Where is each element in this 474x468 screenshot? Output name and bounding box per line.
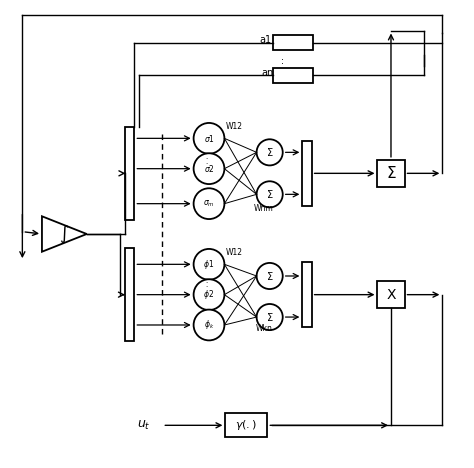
Bar bbox=[225, 413, 267, 438]
Bar bbox=[273, 35, 313, 50]
Circle shape bbox=[256, 263, 283, 289]
Bar bbox=[273, 68, 313, 83]
Circle shape bbox=[193, 188, 224, 219]
Text: W12: W12 bbox=[226, 248, 243, 257]
Text: .: . bbox=[281, 51, 284, 62]
Text: .: . bbox=[206, 159, 208, 165]
Text: .: . bbox=[281, 56, 284, 66]
Bar bbox=[302, 141, 312, 206]
Bar bbox=[302, 262, 312, 327]
Text: an: an bbox=[261, 68, 273, 78]
Text: .: . bbox=[206, 278, 208, 284]
Text: Wnm: Wnm bbox=[254, 204, 274, 213]
Text: $\sigma_m$: $\sigma_m$ bbox=[203, 198, 215, 209]
Bar bbox=[125, 248, 134, 341]
Text: $\sigma$2: $\sigma$2 bbox=[204, 163, 214, 174]
Circle shape bbox=[193, 249, 224, 280]
Text: X: X bbox=[386, 288, 396, 302]
Text: $\sigma$1: $\sigma$1 bbox=[203, 133, 214, 144]
Text: $\int$: $\int$ bbox=[59, 223, 70, 245]
Bar bbox=[377, 160, 404, 187]
Circle shape bbox=[193, 154, 224, 184]
Text: $\Sigma$: $\Sigma$ bbox=[266, 311, 273, 323]
Text: a1: a1 bbox=[259, 36, 271, 45]
Text: $\gamma(.)$: $\gamma(.)$ bbox=[235, 418, 257, 432]
Text: $\Sigma$: $\Sigma$ bbox=[266, 188, 273, 200]
Circle shape bbox=[256, 139, 283, 165]
Text: .: . bbox=[206, 282, 208, 288]
Text: $\Sigma$: $\Sigma$ bbox=[266, 270, 273, 282]
Circle shape bbox=[256, 304, 283, 330]
Text: $\phi$1: $\phi$1 bbox=[203, 258, 215, 271]
Text: $\phi$2: $\phi$2 bbox=[203, 288, 215, 301]
Text: $\Sigma$: $\Sigma$ bbox=[386, 165, 396, 181]
Text: W12: W12 bbox=[226, 122, 243, 131]
Text: $\Sigma$: $\Sigma$ bbox=[266, 146, 273, 158]
Polygon shape bbox=[42, 216, 87, 252]
Circle shape bbox=[193, 123, 224, 154]
Text: .: . bbox=[206, 154, 208, 160]
Circle shape bbox=[256, 181, 283, 207]
Circle shape bbox=[193, 279, 224, 310]
Text: Wkn: Wkn bbox=[255, 324, 273, 333]
Circle shape bbox=[193, 310, 224, 340]
Bar bbox=[377, 281, 404, 308]
Text: $u_t$: $u_t$ bbox=[137, 419, 150, 432]
Text: .: . bbox=[207, 182, 211, 191]
Bar bbox=[125, 127, 134, 220]
Text: $\phi_k$: $\phi_k$ bbox=[204, 319, 214, 331]
